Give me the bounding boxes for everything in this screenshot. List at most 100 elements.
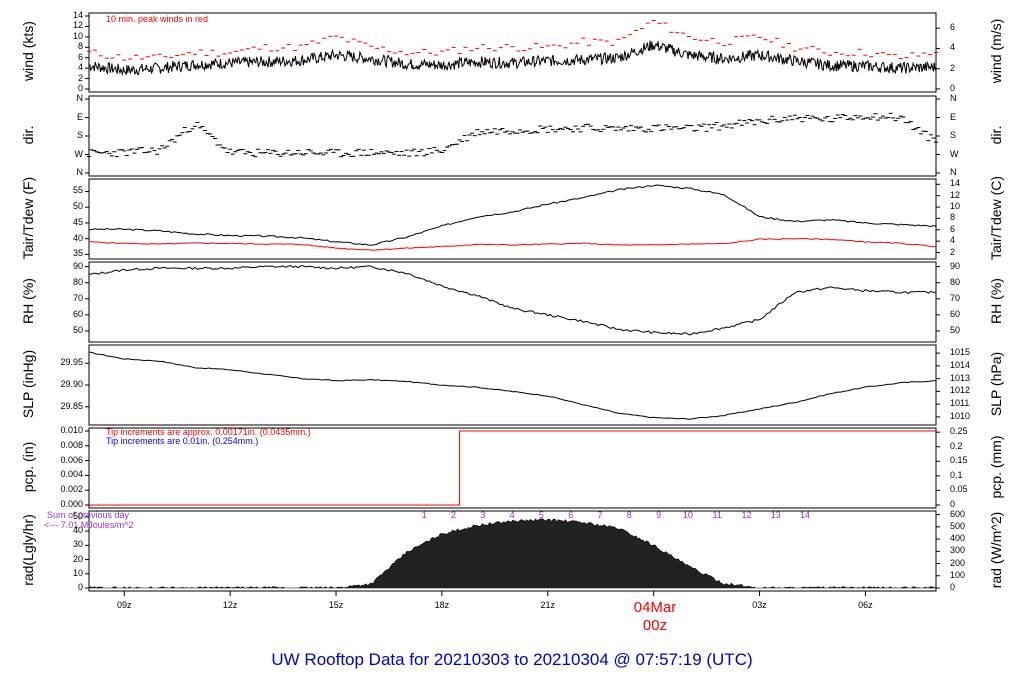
x-tick-label: 12z	[222, 600, 238, 610]
wind-right-tick-label: 2	[950, 62, 956, 73]
rad-sum-value: <--- 7.01 MJoules/m^2	[44, 520, 134, 530]
rad-hour-mark: 11	[712, 510, 722, 520]
rh-right-tick-label: 50	[950, 324, 961, 335]
dir-panel-frame	[88, 95, 937, 177]
wind-left-label: wind (kts)	[20, 21, 36, 81]
wind-right-tick-label: 0	[950, 83, 956, 93]
slp-series-line	[88, 351, 937, 420]
slp-right-label: SLP (hPa)	[988, 351, 1004, 417]
rad-right-tick-label: 400	[950, 533, 966, 544]
rad-left-tick-label: 40	[72, 525, 83, 536]
x-tick-label: 18z	[434, 600, 450, 610]
wind-left-tick-label: 8	[77, 41, 83, 52]
wind-panel-frame	[88, 12, 937, 93]
wind-right-label: wind (m/s)	[988, 18, 1004, 84]
rh-left-tick-label: 60	[72, 308, 83, 319]
temp-right-tick-label: 2	[950, 246, 956, 257]
dir-right-tick-label: N	[950, 167, 957, 177]
dir-right-tick-label: N	[950, 93, 957, 103]
pcp-left-tick-label: 0.004	[60, 469, 83, 480]
rad-right-label: rad (W/m^2)	[988, 511, 1004, 589]
chart-title: UW Rooftop Data for 20210303 to 20210304…	[271, 650, 753, 669]
slp-right-tick-label: 1011	[950, 398, 970, 409]
dir-right-label: dir.	[988, 125, 1004, 145]
pcp-right-tick-label: 0.05	[950, 484, 968, 495]
day-label: 04Mar	[633, 599, 677, 616]
day-sub-label: 00z	[642, 617, 668, 634]
temp-panel-frame	[88, 178, 937, 260]
wind-left-tick-label: 2	[77, 72, 83, 83]
rh-right-tick-label: 70	[950, 292, 961, 303]
temp-left-label: Tair/Tdew (F)	[20, 176, 36, 260]
rh-right-tick-label: 80	[950, 276, 961, 287]
tair-series-line	[88, 184, 937, 246]
rad-right-tick-label: 600	[950, 508, 966, 519]
slp-left-tick-label: 29.95	[60, 357, 83, 368]
dir-left-label: dir.	[20, 125, 36, 145]
wind-left-tick-label: 10	[72, 30, 83, 41]
dir-left-tick-label: S	[76, 130, 83, 140]
rad-hour-mark: 3	[480, 510, 486, 520]
dir-left-tick-label: N	[76, 167, 84, 177]
temp-left-tick-label: 45	[72, 216, 83, 227]
rad-right-tick-label: 100	[950, 569, 966, 580]
temp-right-tick-label: 4	[950, 235, 956, 246]
pcp-right-tick-label: 0.25	[950, 426, 968, 437]
rh-right-tick-label: 90	[950, 260, 961, 271]
rad-hour-mark: 8	[626, 510, 632, 520]
pcp-note-red: Tip increments are approx. 0.00171in. (0…	[106, 427, 311, 437]
rad-hour-mark: 9	[656, 510, 662, 520]
rh-left-tick-label: 90	[72, 260, 83, 271]
dir-right-tick-label: E	[950, 111, 957, 122]
rad-left-tick-label: 30	[72, 539, 83, 550]
rad-left-tick-label: 0	[77, 582, 83, 592]
pcp-right-tick-label: 0.15	[950, 455, 968, 466]
wind-right-tick-label: 4	[950, 42, 956, 53]
temp-left-tick-label: 40	[72, 232, 83, 243]
temp-right-tick-label: 12	[950, 189, 961, 200]
pcp-left-tick-label: 0.010	[60, 425, 83, 435]
rad-right-tick-label: 0	[950, 582, 956, 592]
slp-left-label: SLP (inHg)	[20, 349, 36, 419]
wind-series-line	[88, 40, 937, 76]
x-tick-label: 15z	[328, 600, 344, 610]
slp-right-tick-label: 1010	[950, 410, 971, 421]
rh-right-label: RH (%)	[988, 278, 1004, 324]
x-tick-label: 06z	[858, 600, 873, 610]
x-tick-label: 03z	[752, 600, 767, 610]
x-tick-label: 09z	[117, 600, 132, 610]
temp-right-tick-label: 8	[950, 212, 956, 223]
tdew-series-line	[88, 237, 936, 251]
wind-left-tick-label: 4	[77, 62, 83, 73]
wind-left-tick-label: 0	[77, 83, 83, 93]
temp-left-tick-label: 50	[72, 201, 83, 212]
rad-left-tick-label: 20	[72, 553, 83, 564]
rad-hour-mark: 7	[597, 510, 603, 520]
rh-left-tick-label: 70	[72, 292, 83, 303]
rh-left-label: RH (%)	[20, 278, 36, 324]
temp-right-tick-label: 10	[950, 201, 961, 212]
temp-left-tick-label: 35	[72, 248, 83, 259]
rad-right-tick-label: 300	[950, 545, 966, 556]
rad-hour-mark: 4	[509, 510, 515, 520]
wind-left-tick-label: 14	[72, 10, 83, 20]
slp-right-tick-label: 1013	[950, 372, 971, 383]
dir-right-tick-label: S	[950, 130, 957, 140]
pcp-series-line	[89, 430, 936, 506]
pcp-left-label: pcp. (in)	[20, 441, 36, 493]
pcp-right-tick-label: 0.1	[950, 469, 963, 480]
slp-right-tick-label: 1015	[950, 347, 971, 358]
rad-left-label: rad(Lgly/hr)	[20, 514, 36, 586]
slp-right-tick-label: 1014	[950, 359, 971, 370]
rad-hour-mark: 12	[741, 510, 752, 520]
temp-left-tick-label: 55	[72, 185, 83, 196]
rh-left-tick-label: 80	[72, 276, 83, 287]
rh-right-tick-label: 60	[950, 308, 961, 319]
rh-left-tick-label: 50	[72, 324, 83, 335]
rad-right-tick-label: 500	[950, 520, 966, 531]
pcp-left-tick-label: 0.006	[60, 454, 83, 465]
pcp-right-tick-label: 0	[950, 499, 956, 509]
rad-hour-mark: 14	[800, 510, 811, 520]
rad-hour-mark: 6	[568, 510, 574, 520]
